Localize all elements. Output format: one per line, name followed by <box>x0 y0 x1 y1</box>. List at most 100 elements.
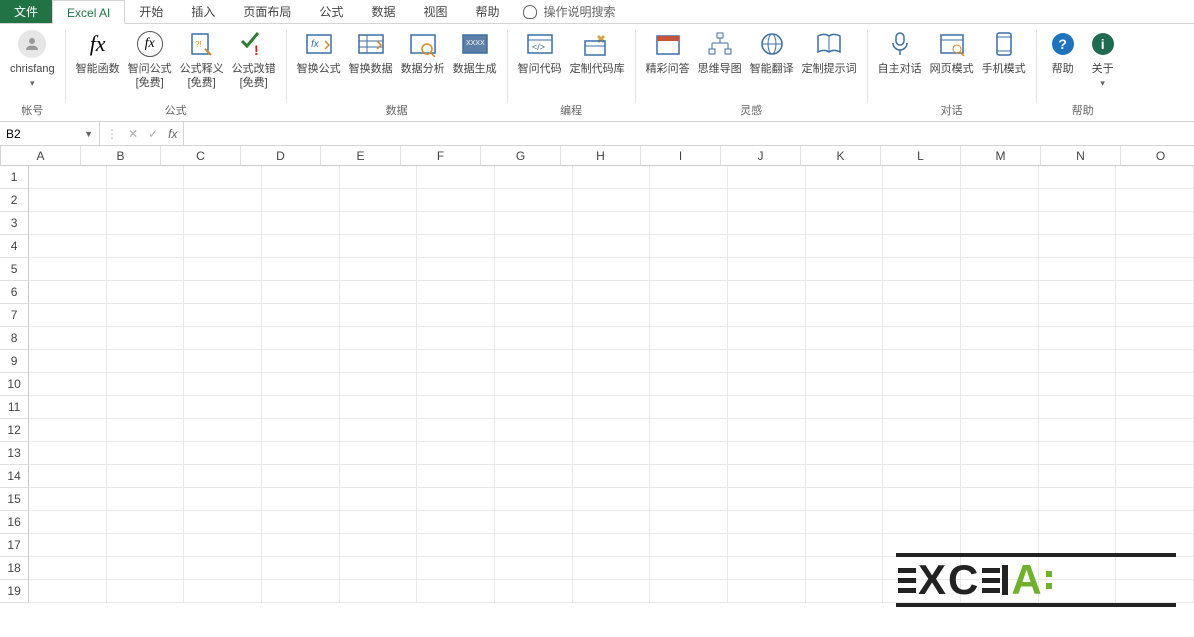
cell[interactable] <box>728 258 806 281</box>
cell[interactable] <box>184 488 262 511</box>
cell[interactable] <box>1039 442 1117 465</box>
fx-icon[interactable]: fx <box>168 127 177 141</box>
column-header[interactable]: M <box>961 146 1041 166</box>
cell[interactable] <box>961 488 1039 511</box>
cell[interactable] <box>573 396 651 419</box>
cell[interactable] <box>1116 488 1194 511</box>
cell[interactable] <box>728 304 806 327</box>
row-header[interactable]: 5 <box>0 258 29 281</box>
cell[interactable] <box>417 235 495 258</box>
cell[interactable] <box>417 166 495 189</box>
cell[interactable] <box>1116 189 1194 212</box>
cell[interactable] <box>961 212 1039 235</box>
data-generate-button[interactable]: XXXX 数据生成 <box>449 26 501 78</box>
cell[interactable] <box>184 557 262 580</box>
cell[interactable] <box>29 327 107 350</box>
cell[interactable] <box>650 419 728 442</box>
cell[interactable] <box>340 373 418 396</box>
cell[interactable] <box>184 442 262 465</box>
cell[interactable] <box>1039 511 1117 534</box>
cell[interactable] <box>883 350 961 373</box>
cell[interactable] <box>417 511 495 534</box>
cell[interactable] <box>107 465 185 488</box>
cell[interactable] <box>1116 511 1194 534</box>
row-header[interactable]: 17 <box>0 534 29 557</box>
cell[interactable] <box>1116 166 1194 189</box>
tab-data[interactable]: 数据 <box>357 0 409 23</box>
cell[interactable] <box>883 511 961 534</box>
cell[interactable] <box>262 189 340 212</box>
row-header[interactable]: 14 <box>0 465 29 488</box>
cell[interactable] <box>728 166 806 189</box>
cell[interactable] <box>29 258 107 281</box>
cell[interactable] <box>340 304 418 327</box>
cell[interactable] <box>340 396 418 419</box>
cell[interactable] <box>1039 373 1117 396</box>
tab-insert[interactable]: 插入 <box>177 0 229 23</box>
enter-icon[interactable]: ✓ <box>148 127 158 141</box>
qa-button[interactable]: 精彩问答 <box>642 26 694 78</box>
cell[interactable] <box>184 465 262 488</box>
cell[interactable] <box>107 396 185 419</box>
row-header[interactable]: 15 <box>0 488 29 511</box>
cell[interactable] <box>806 327 884 350</box>
cell[interactable] <box>495 373 573 396</box>
tab-file[interactable]: 文件 <box>0 0 52 23</box>
cell[interactable] <box>806 580 884 603</box>
cell[interactable] <box>1039 396 1117 419</box>
cell[interactable] <box>573 488 651 511</box>
cell[interactable] <box>1116 304 1194 327</box>
cell[interactable] <box>107 557 185 580</box>
row-header[interactable]: 8 <box>0 327 29 350</box>
cell[interactable] <box>1039 465 1117 488</box>
cell[interactable] <box>495 258 573 281</box>
cell[interactable] <box>1116 419 1194 442</box>
cell[interactable] <box>650 350 728 373</box>
row-header[interactable]: 4 <box>0 235 29 258</box>
cell[interactable] <box>184 304 262 327</box>
cell[interactable] <box>1039 419 1117 442</box>
cell[interactable] <box>961 235 1039 258</box>
cell[interactable] <box>107 235 185 258</box>
cell[interactable] <box>961 373 1039 396</box>
cell[interactable] <box>961 166 1039 189</box>
cell[interactable] <box>184 534 262 557</box>
cell[interactable] <box>650 189 728 212</box>
cell[interactable] <box>1039 166 1117 189</box>
cell[interactable] <box>495 534 573 557</box>
cell[interactable] <box>417 442 495 465</box>
cell[interactable] <box>961 281 1039 304</box>
cell[interactable] <box>650 327 728 350</box>
cell[interactable] <box>340 488 418 511</box>
row-header[interactable]: 2 <box>0 189 29 212</box>
cell[interactable] <box>573 511 651 534</box>
cell[interactable] <box>262 166 340 189</box>
cell[interactable] <box>495 580 573 603</box>
cell[interactable] <box>495 511 573 534</box>
cell[interactable] <box>806 557 884 580</box>
account-button[interactable]: chrisfang▾ <box>6 26 59 92</box>
cell[interactable] <box>29 281 107 304</box>
row-header[interactable]: 19 <box>0 580 29 603</box>
cell[interactable] <box>650 396 728 419</box>
cell[interactable] <box>573 465 651 488</box>
cell[interactable] <box>573 419 651 442</box>
cell[interactable] <box>184 327 262 350</box>
cell[interactable] <box>650 511 728 534</box>
cell[interactable] <box>262 235 340 258</box>
cell[interactable] <box>29 235 107 258</box>
cell[interactable] <box>184 258 262 281</box>
cell[interactable] <box>806 465 884 488</box>
cell[interactable] <box>650 304 728 327</box>
column-header[interactable]: K <box>801 146 881 166</box>
cell[interactable] <box>184 212 262 235</box>
mindmap-button[interactable]: 思维导图 <box>694 26 746 78</box>
cell[interactable] <box>262 442 340 465</box>
cell[interactable] <box>650 166 728 189</box>
cell[interactable] <box>728 350 806 373</box>
cell[interactable] <box>417 304 495 327</box>
column-header[interactable]: B <box>81 146 161 166</box>
column-header[interactable]: A <box>1 146 81 166</box>
cell[interactable] <box>806 189 884 212</box>
cell[interactable] <box>184 419 262 442</box>
